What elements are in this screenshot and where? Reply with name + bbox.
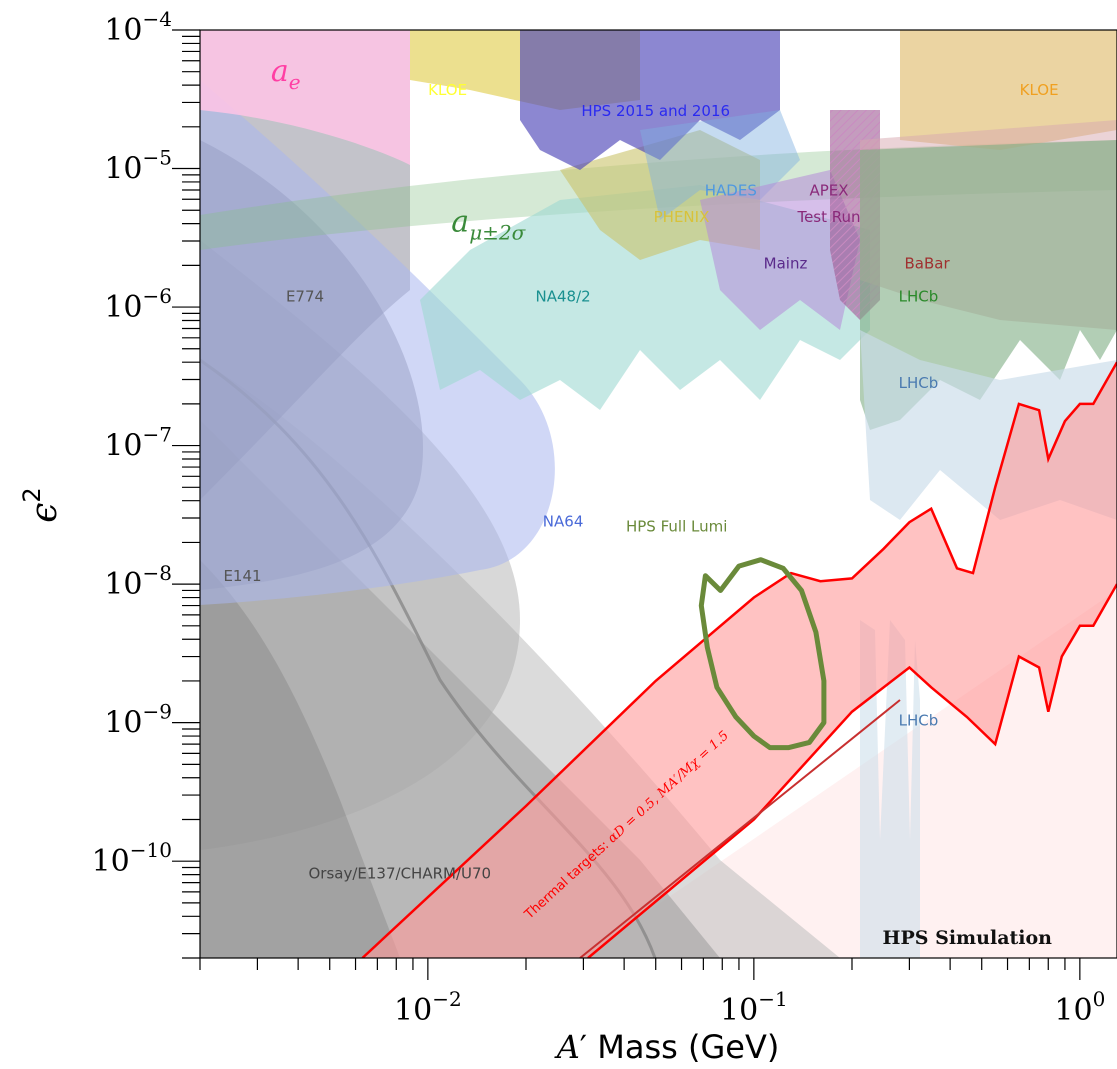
x-axis-title: A′ Mass (GeV) <box>554 1028 780 1066</box>
thermal-inner-line <box>579 699 901 958</box>
y-tick-base: 10 <box>104 706 142 741</box>
region-label-9: E774 <box>286 287 324 305</box>
x-tick-exp: −2 <box>432 987 461 1011</box>
y-tick-base: 10 <box>104 429 142 464</box>
y-tick-label: 10−8 <box>104 561 172 602</box>
y-tick-base: 10 <box>92 844 130 879</box>
region-label-1: HPS 2015 and 2016 <box>581 102 730 120</box>
y-tick-exp: −10 <box>130 838 172 862</box>
region-label-2: KLOE <box>1020 81 1059 99</box>
math-label-base: a <box>271 54 289 89</box>
y-tick-base: 10 <box>104 13 142 48</box>
hps-simulation-annotation: HPS Simulation <box>883 927 1053 949</box>
x-axis-prime: ′ <box>580 1028 587 1066</box>
x-axis-prefix: A <box>554 1028 580 1066</box>
y-tick-label: 10−5 <box>104 146 172 187</box>
math-label-sub: e <box>289 70 301 94</box>
math-label-base: a <box>451 205 469 240</box>
region-lhcb-spikes <box>860 620 920 958</box>
x-tick-exp: −1 <box>758 987 787 1011</box>
y-tick-exp: −5 <box>143 146 172 170</box>
region-label-14: HPS Full Lumi <box>626 517 727 535</box>
x-tick-exp: 0 <box>1093 987 1106 1011</box>
y-tick-label: 10−6 <box>104 284 172 325</box>
region-label-8: BaBar <box>905 254 951 272</box>
region-label-4: APEX <box>809 181 848 199</box>
region-label-12: LHCb <box>899 374 939 392</box>
math-label-0: ae <box>271 54 301 94</box>
region-label-7: Mainz <box>764 254 808 272</box>
x-tick-base: 10 <box>720 993 758 1028</box>
region-mainz <box>700 170 860 330</box>
x-tick-base: 10 <box>394 993 432 1028</box>
thermal-targets-lower <box>587 583 1117 958</box>
math-label-sub: μ±2σ <box>469 221 526 245</box>
y-axis-exp: 2 <box>18 487 46 502</box>
region-dark-left <box>200 560 400 958</box>
y-tick-exp: −9 <box>143 700 172 724</box>
region-na64 <box>200 80 555 605</box>
region-hps-2015-2016 <box>520 30 780 170</box>
region-label-0: KLOE <box>428 81 467 99</box>
region-labels: KLOE HPS 2015 and 2016 KLOE HADES APEX PHENIX… <box>223 81 1058 883</box>
y-tick-exp: −6 <box>143 284 172 308</box>
region-label-3: HADES <box>705 181 757 199</box>
region-label-15: E141 <box>223 567 261 585</box>
y-tick-label: 10−4 <box>104 7 172 48</box>
math-label-1: aμ±2σ <box>451 205 526 245</box>
x-tick-label: 10−2 <box>394 987 462 1028</box>
region-ae <box>200 30 410 165</box>
region-lhcb-green <box>860 140 1117 430</box>
region-label-13: NA64 <box>543 513 584 531</box>
y-tick-base: 10 <box>104 567 142 602</box>
region-label-10: NA48/2 <box>536 287 591 305</box>
region-label-16: LHCb <box>899 712 939 730</box>
y-tick-exp: −8 <box>143 561 172 585</box>
x-tick-label: 10−1 <box>720 987 788 1028</box>
plot-frame <box>199 29 1117 959</box>
region-label-6: Test Run <box>796 208 860 226</box>
region-label-5: PHENIX <box>654 208 710 226</box>
x-axis-rest: Mass (GeV) <box>587 1028 779 1066</box>
y-axis-base: ϵ <box>24 503 65 523</box>
x-tick-label: 100 <box>1054 987 1105 1028</box>
y-tick-label: 10−10 <box>92 838 172 879</box>
region-kloe-right <box>900 30 1117 150</box>
y-tick-exp: −4 <box>143 7 172 31</box>
y-tick-exp: −7 <box>143 423 172 447</box>
y-tick-label: 10−9 <box>104 700 172 741</box>
y-tick-base: 10 <box>104 152 142 187</box>
y-axis-title: ϵ2 <box>18 487 65 522</box>
excluded-regions: KLOE HPS 2015 and 2016 KLOE HADES APEX PHENIX… <box>200 30 1117 958</box>
region-label-17: Orsay/E137/CHARM/U70 <box>309 865 492 883</box>
y-tick-base: 10 <box>104 290 142 325</box>
region-label-11: LHCb <box>899 287 939 305</box>
thermal-targets-upper <box>361 361 1117 958</box>
y-tick-label: 10−7 <box>104 423 172 464</box>
x-tick-base: 10 <box>1054 993 1092 1028</box>
hps-full-lumi-contour <box>698 557 827 751</box>
